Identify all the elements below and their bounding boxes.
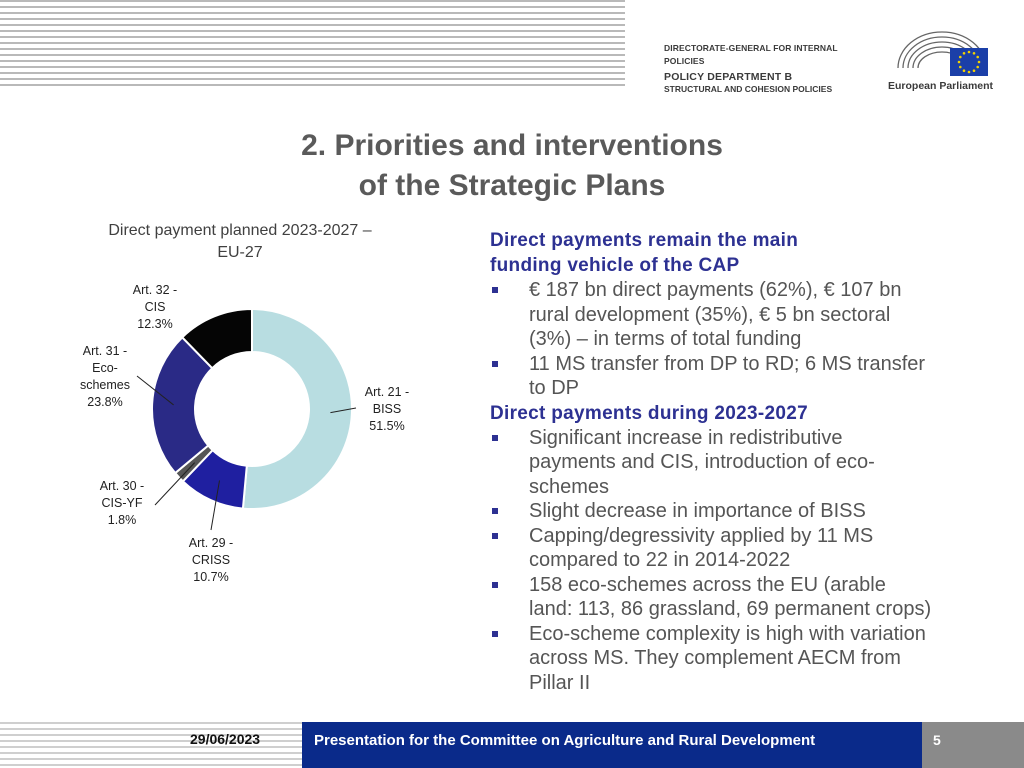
- label-leader-lines: [136, 375, 357, 531]
- bullet-list-1: € 187 bn direct payments (62%), € 107 bn…: [490, 278, 1000, 401]
- policies-line: STRUCTURAL AND COHESION POLICIES: [664, 84, 833, 94]
- slide-title: 2. Priorities and interventions of the S…: [0, 126, 1024, 206]
- donut-slices: [151, 307, 353, 510]
- leader-line-2: [210, 480, 220, 531]
- section-heading-2: Direct payments during 2023-2027: [490, 402, 808, 424]
- square-bullet-icon: [492, 630, 498, 637]
- bullet-item: Capping/degressivity applied by 11 MS com…: [490, 524, 1000, 573]
- leader-line-4: [136, 375, 174, 406]
- footer-bar: 29/06/2023 Presentation for the Committe…: [0, 722, 1024, 768]
- square-bullet-icon: [492, 508, 498, 514]
- european-parliament-logo: European Parliament: [888, 26, 994, 96]
- department-line: POLICY DEPARTMENT B: [664, 71, 793, 83]
- leader-line-3: [154, 462, 196, 506]
- bullet-list-2: Significant increase in redistributive pa…: [490, 426, 1000, 696]
- donut-slice-1: [241, 307, 353, 510]
- square-bullet-icon: [492, 360, 498, 367]
- european-parliament-label: European Parliament: [888, 80, 994, 92]
- bullet-item: Significant increase in redistributive pa…: [490, 426, 1000, 500]
- chart-title-line-1: Direct payment planned 2023-2027 –: [108, 222, 372, 239]
- bullet-item: Slight decrease in importance of BISS: [490, 499, 1000, 524]
- footer-stripes: [0, 722, 302, 768]
- square-bullet-icon: [492, 434, 498, 441]
- slice-labels: Art. 21 -BISS 51.5% Art. 29 -CRISS 10.7% Art…: [80, 283, 409, 584]
- bullet-item: Eco-scheme complexity is high with varia…: [490, 622, 1000, 696]
- square-bullet-icon: [492, 581, 498, 588]
- header-stripes: [0, 0, 625, 86]
- section-heading-1: Direct payments remain the main funding v…: [490, 230, 799, 276]
- slide-title-line-2: of the Strategic Plans: [358, 169, 666, 202]
- parliament-hemicycle-icon: [897, 31, 988, 76]
- footer-presentation-title: Presentation for the Committee on Agricu…: [302, 722, 922, 768]
- leader-line-1: [330, 407, 357, 414]
- bullet-item: 11 MS transfer from DP to RD; 6 MS trans…: [490, 352, 1000, 401]
- slice-label-3: Art. 30 -CIS-YF 1.8%: [100, 479, 144, 527]
- square-bullet-icon: [492, 287, 498, 293]
- slide-title-line-1: 2. Priorities and interventions: [301, 129, 723, 162]
- slice-label-2: Art. 29 -CRISS 10.7%: [189, 536, 233, 584]
- key-points: Direct payments remain the main funding v…: [490, 228, 1000, 695]
- slice-label-1: Art. 21 -BISS 51.5%: [365, 385, 409, 433]
- donut-slice-5: [180, 307, 253, 370]
- directorate-line: DIRECTORATE-GENERAL FOR INTERNAL POLICIE…: [664, 43, 838, 66]
- page-number: 5: [922, 722, 1024, 768]
- directorate-header: DIRECTORATE-GENERAL FOR INTERNAL POLICIE…: [664, 42, 874, 94]
- slice-label-4: Art. 31 -Eco-schemes 23.8%: [80, 344, 130, 409]
- chart-title: Direct payment planned 2023-2027 – EU-27: [60, 220, 420, 264]
- bullet-item: € 187 bn direct payments (62%), € 107 bn…: [490, 278, 1000, 352]
- square-bullet-icon: [492, 532, 498, 539]
- slice-label-5: Art. 32 -CIS 12.3%: [133, 283, 177, 331]
- footer-date: 29/06/2023: [190, 731, 261, 747]
- bullet-item: 158 eco-schemes across the EU (arable lan…: [490, 573, 1000, 622]
- chart-title-line-2: EU-27: [217, 244, 263, 261]
